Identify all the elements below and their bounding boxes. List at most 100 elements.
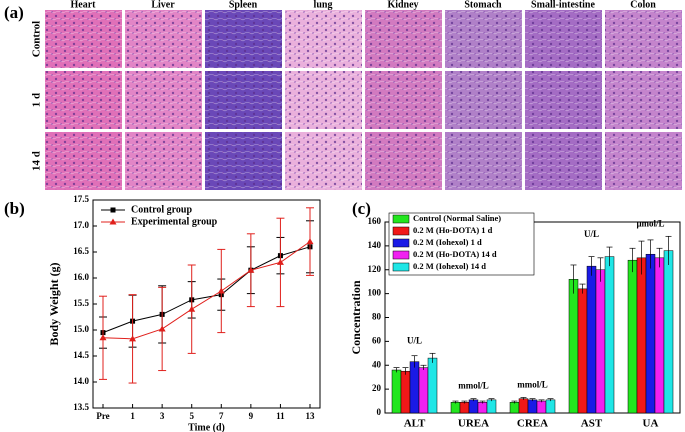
tissue-texture [125,132,202,190]
bar [427,357,438,414]
bar [645,253,656,414]
legend-label: Experimental group [131,216,218,227]
x-tick-label: 3 [160,411,165,421]
bar [518,398,529,414]
bar [604,256,615,414]
bar [568,279,579,414]
tissue-texture [445,71,522,129]
x-tick-label: UA [643,418,659,430]
marker [217,287,225,294]
bar [418,367,429,414]
x-tick-label: ALT [404,418,426,430]
series-line [102,241,311,340]
y-tick-label: 20 [372,383,382,393]
panel-label: (b) [4,199,25,218]
y-tick-label: 160 [368,216,382,226]
bar [450,402,461,414]
y-tick-label: 16.0 [73,272,89,282]
y-tick-label: 0 [377,407,382,417]
legend-swatch [392,238,410,248]
bar [545,399,556,414]
x-tick-label: CREA [517,418,548,430]
y-tick-label: 16.5 [73,246,89,256]
column-label: Heart [71,0,97,10]
bar [486,399,497,414]
column-label: Stomach [464,0,502,10]
unit-annotation: mmol/L [458,381,489,391]
bar [536,400,547,414]
y-axis-label: Concentration [349,280,363,354]
legend-swatch [392,262,410,272]
marker [129,335,137,342]
legend-swatch [392,226,410,236]
tissue-texture [125,71,202,129]
column-label: Kidney [387,0,418,10]
marker [306,238,314,245]
y-tick-label: 17.5 [73,194,89,204]
marker [158,325,166,332]
x-tick-label: AST [581,418,603,430]
unit-annotation: mmol/L [517,380,548,390]
column-label: Spleen [229,0,258,10]
legend-label: 0.2 M (Ho-DOTA) 1 d [413,225,493,235]
y-axis-label: Body Weight (g) [47,262,61,345]
bar [409,361,420,414]
x-tick-label: 13 [306,411,316,421]
legend-box [388,212,535,276]
legend-swatch [392,214,410,224]
x-tick-label: 1 [130,411,135,421]
y-tick-label: 15.0 [73,324,89,334]
y-tick-label: 80 [372,312,382,322]
bar [586,265,597,414]
tissue-texture [445,132,522,190]
tissue-texture [605,132,682,190]
bar [509,402,520,414]
bar [468,399,479,414]
row-label: Control [31,21,43,57]
tissue-texture [605,10,682,68]
tissue-texture [45,10,122,68]
unit-annotation: U/L [584,229,599,239]
x-tick-label: 5 [189,411,194,421]
y-tick-label: 13.5 [73,402,89,412]
tissue-texture [525,71,602,129]
bar [391,369,402,414]
bar [577,288,588,414]
bar [627,259,638,414]
x-tick-label: UREA [458,418,489,430]
x-tick-label: 9 [249,411,254,421]
marker [247,266,255,273]
legend-swatch [392,250,410,260]
column-label: Liver [151,0,175,10]
row-label: 1 d [31,93,43,107]
bar [459,402,470,414]
tissue-texture [365,10,442,68]
tissue-texture [45,71,122,129]
bar [477,402,488,414]
bar [663,250,674,414]
legend-label: Control group [131,204,192,215]
x-tick-label: Pre [96,411,109,421]
x-axis-label: Time (d) [188,422,225,432]
y-tick-label: 17.0 [73,220,89,230]
column-label: Colon [630,0,656,10]
tissue-texture [205,71,282,129]
x-tick-label: 7 [219,411,224,421]
tissue-texture [525,132,602,190]
tissue-texture [285,71,362,129]
y-tick-label: 140 [368,240,382,250]
tissue-texture [205,132,282,190]
tissue-texture [125,10,202,68]
marker [276,258,284,265]
tissue-texture [445,10,522,68]
tissue-texture [525,10,602,68]
legend-label: 0.2 M (Iohexol) 14 d [413,261,486,271]
bar [527,399,538,414]
y-tick-label: 14.0 [73,376,89,386]
marker [188,305,196,312]
column-label: lung [314,0,333,10]
legend-marker [110,207,116,213]
tissue-texture [365,71,442,129]
bar [636,257,647,414]
